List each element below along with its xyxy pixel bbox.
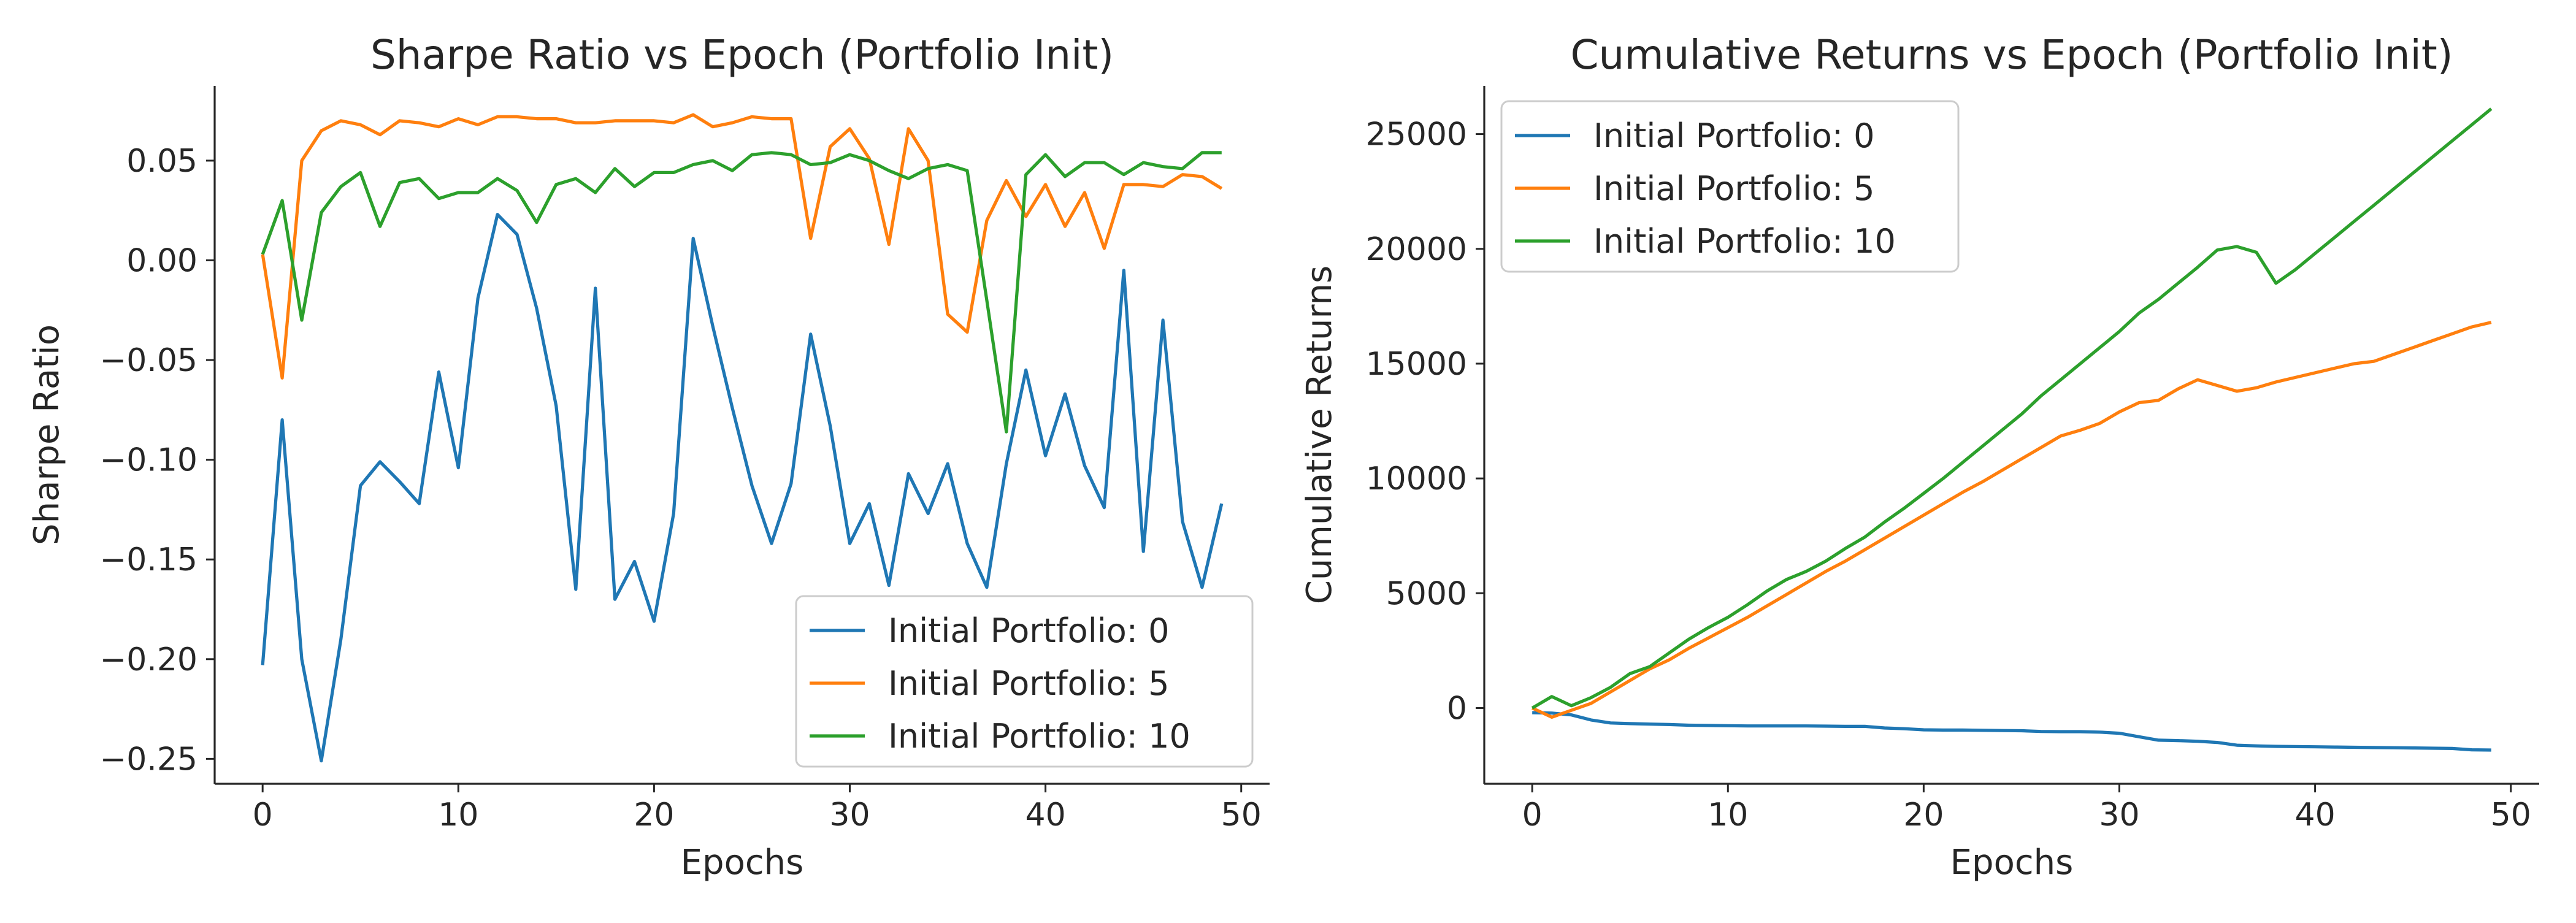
returns-y-tick-label-2: 10000 bbox=[1366, 461, 1467, 497]
returns-chart-title: Cumulative Returns vs Epoch (Portfolio I… bbox=[1570, 31, 2453, 79]
returns-y-tick-label-0: 0 bbox=[1447, 690, 1467, 727]
returns-x-tick-label-0: 0 bbox=[1522, 797, 1543, 833]
sharpe-y-tick-label-5: 0.00 bbox=[126, 243, 197, 280]
sharpe-series-line-0 bbox=[261, 213, 1224, 763]
returns-series-line-0 bbox=[1532, 711, 2491, 752]
sharpe-y-tick-label-2: −0.15 bbox=[100, 542, 197, 578]
returns-legend-label-2: Initial Portfolio: 10 bbox=[1593, 222, 1896, 261]
sharpe-x-tick-label-4: 40 bbox=[1025, 797, 1066, 833]
returns-x-tick-label-5: 50 bbox=[2491, 797, 2531, 833]
sharpe-y-tick-label-1: −0.20 bbox=[100, 642, 197, 678]
returns-y-tick-label-3: 15000 bbox=[1366, 346, 1467, 383]
returns-x-tick-label-4: 40 bbox=[2295, 797, 2336, 833]
returns-y-tick-label-1: 5000 bbox=[1386, 575, 1467, 612]
returns-x-tick-label-2: 20 bbox=[1903, 797, 1944, 833]
sharpe-chart-title: Sharpe Ratio vs Epoch (Portfolio Init) bbox=[370, 31, 1114, 79]
sharpe-series-line-1 bbox=[261, 113, 1223, 380]
sharpe-x-tick-label-0: 0 bbox=[253, 797, 273, 833]
returns-legend-frame bbox=[1500, 100, 1960, 273]
sharpe-y-tick-label-6: 0.05 bbox=[126, 143, 197, 180]
sharpe-legend: Initial Portfolio: 0 Initial Portfolio: 5… bbox=[795, 595, 1254, 768]
sharpe-y-tick-label-3: −0.10 bbox=[100, 442, 197, 479]
sharpe-series-line-2 bbox=[261, 151, 1222, 434]
sharpe-y-tick-label-0: −0.25 bbox=[100, 741, 197, 778]
sharpe-legend-label-1: Initial Portfolio: 5 bbox=[888, 664, 1169, 703]
returns-series-line-2 bbox=[1531, 107, 2493, 710]
returns-legend: Initial Portfolio: 0 Initial Portfolio: 5… bbox=[1500, 100, 1960, 273]
sharpe-x-axis-label: Epochs bbox=[681, 843, 804, 883]
sharpe-y-axis-label: Sharpe Ratio bbox=[27, 324, 67, 545]
sharpe-legend-label-2: Initial Portfolio: 10 bbox=[888, 717, 1190, 756]
returns-x-axis-label: Epochs bbox=[1950, 843, 2074, 883]
sharpe-legend-label-0: Initial Portfolio: 0 bbox=[888, 611, 1169, 650]
sharpe-ratio-chart: Sharpe Ratio vs Epoch (Portfolio Init) 0 1… bbox=[27, 31, 1270, 883]
returns-y-axis-label: Cumulative Returns bbox=[1300, 266, 1340, 604]
sharpe-x-tick-label-2: 20 bbox=[634, 797, 674, 833]
sharpe-x-tick-label-1: 10 bbox=[438, 797, 478, 833]
sharpe-y-tick-label-4: −0.05 bbox=[100, 342, 197, 379]
returns-series-line-1 bbox=[1531, 321, 2492, 719]
sharpe-x-tick-label-3: 30 bbox=[829, 797, 870, 833]
cumulative-returns-chart: Cumulative Returns vs Epoch (Portfolio I… bbox=[1300, 31, 2539, 883]
returns-x-tick-label-1: 10 bbox=[1708, 797, 1748, 833]
returns-x-tick-label-3: 30 bbox=[2099, 797, 2139, 833]
sharpe-x-tick-label-5: 50 bbox=[1221, 797, 1262, 833]
returns-legend-label-1: Initial Portfolio: 5 bbox=[1593, 169, 1874, 208]
returns-y-tick-label-4: 20000 bbox=[1366, 231, 1467, 268]
returns-legend-label-0: Initial Portfolio: 0 bbox=[1593, 117, 1874, 155]
returns-y-tick-label-5: 25000 bbox=[1366, 117, 1467, 153]
sharpe-legend-frame bbox=[795, 595, 1254, 768]
